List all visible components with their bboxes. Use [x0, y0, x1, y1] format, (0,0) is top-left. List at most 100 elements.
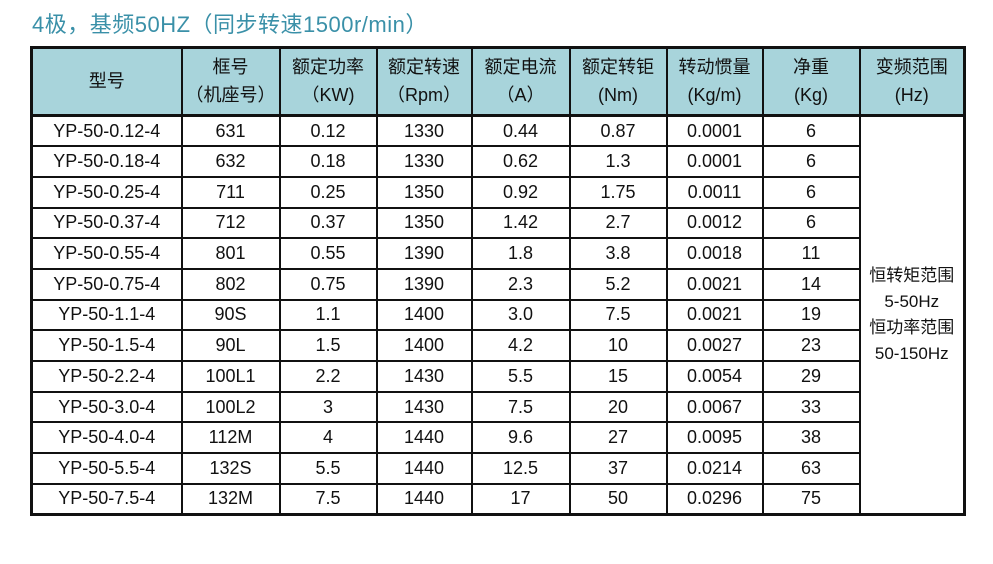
header-line1: 额定功率 [292, 56, 364, 77]
cell-weight: 14 [761, 267, 861, 301]
header-cell-model: 型号 [30, 46, 183, 117]
cell-model: YP-50-7.5-4 [30, 482, 183, 516]
header-line1: 净重 [793, 56, 829, 77]
cell-current: 9.6 [470, 421, 571, 455]
cell-weight: 38 [761, 421, 861, 455]
cell-inertia: 0.0021 [665, 298, 764, 332]
cell-weight: 23 [761, 329, 861, 362]
cell-inertia: 0.0095 [665, 421, 764, 455]
cell-model: YP-50-0.25-4 [30, 175, 183, 209]
cell-current: 1.42 [470, 206, 571, 240]
cell-power: 4 [278, 421, 378, 455]
table-row: YP-50-0.12-4 631 0.12 1330 0.44 0.87 0.0001 6 恒转… [30, 114, 966, 516]
header-cell-speed: 额定转速 （Rpm） [375, 46, 473, 117]
header-cell-inertia: 转动惯量 (Kg/m) [665, 46, 764, 117]
header-line2: (Hz) [894, 84, 929, 105]
cell-torque: 20 [568, 390, 668, 424]
cell-torque: 3.8 [568, 237, 668, 270]
table-row: YP-50-7.5-4 132M 7.5 1440 17 50 0.0296 75 [30, 482, 965, 516]
table-row: YP-50-0.37-4 712 0.37 1350 1.42 2.7 0.0012 6 [30, 206, 965, 240]
cell-current: 3.0 [470, 298, 571, 332]
cell-speed: 1440 [375, 421, 473, 455]
cell-current: 0.44 [470, 114, 571, 148]
table-row: YP-50-5.5-4 132S 5.5 1440 12.5 37 0.0214 63 [30, 452, 965, 485]
freq-range-line: 恒功率范围 [869, 317, 955, 337]
cell-speed: 1330 [375, 145, 473, 178]
cell-inertia: 0.0296 [665, 482, 764, 516]
cell-inertia: 0.0214 [665, 452, 764, 485]
cell-model: YP-50-0.12-4 [30, 114, 183, 148]
cell-power: 0.55 [278, 237, 378, 270]
header-line2: （KW) [301, 84, 355, 105]
cell-frame: 90S [180, 298, 281, 332]
cell-weight: 6 [761, 145, 861, 178]
cell-frame: 132S [180, 452, 281, 485]
cell-model: YP-50-0.75-4 [30, 267, 183, 301]
header-row: 型号 框号 （机座号） 额定功率 （KW) 额定转速 （Rpm） 额定电流 （A） 额定转钜 (Nm… [30, 46, 966, 117]
header-line1: 型号 [88, 70, 125, 91]
freq-range-merged-cell: 恒转矩范围 5-50Hz 恒功率范围 50-150Hz [858, 114, 966, 516]
cell-speed: 1440 [375, 452, 473, 485]
motor-spec-table: 型号 框号 （机座号） 额定功率 （KW) 额定转速 （Rpm） 额定电流 （A） 额定转钜 (Nm… [30, 46, 966, 516]
freq-range-line: 50-150Hz [874, 343, 949, 363]
header-line2: (Kg) [793, 84, 828, 105]
page-title: 4极，基频50HZ（同步转速1500r/min） [32, 12, 428, 37]
cell-frame: 100L2 [180, 390, 281, 424]
cell-weight: 29 [761, 360, 861, 393]
header-line2: (Nm) [598, 84, 638, 105]
cell-frame: 711 [180, 175, 281, 209]
cell-current: 1.8 [470, 237, 571, 270]
cell-torque: 1.75 [568, 175, 668, 209]
cell-inertia: 0.0018 [665, 237, 764, 270]
header-cell-current: 额定电流 （A） [470, 46, 571, 117]
cell-frame: 801 [180, 237, 281, 270]
cell-power: 7.5 [278, 482, 378, 516]
cell-torque: 50 [568, 482, 668, 516]
table-row: YP-50-1.5-4 90L 1.5 1400 4.2 10 0.0027 23 [30, 329, 965, 362]
header-line1: 额定转钜 [582, 56, 654, 77]
cell-speed: 1330 [375, 114, 473, 148]
freq-range-line: 恒转矩范围 [869, 265, 955, 285]
header-line1: 框号 [212, 56, 249, 77]
header-line1: 变频范围 [875, 56, 948, 77]
cell-power: 0.37 [278, 206, 378, 240]
table-row: YP-50-1.1-4 90S 1.1 1400 3.0 7.5 0.0021 19 [30, 298, 965, 332]
table-row: YP-50-0.75-4 802 0.75 1390 2.3 5.2 0.0021 14 [30, 267, 965, 301]
cell-power: 2.2 [278, 360, 378, 393]
cell-power: 1.5 [278, 329, 378, 362]
cell-power: 0.12 [278, 114, 378, 148]
cell-inertia: 0.0054 [665, 360, 764, 393]
cell-frame: 132M [180, 482, 281, 516]
cell-model: YP-50-0.55-4 [30, 237, 183, 270]
cell-power: 0.75 [278, 267, 378, 301]
cell-speed: 1390 [375, 237, 473, 270]
cell-torque: 27 [568, 421, 668, 455]
cell-model: YP-50-1.5-4 [30, 329, 183, 362]
header-line2: (Kg/m) [687, 84, 742, 105]
cell-torque: 15 [568, 360, 668, 393]
cell-current: 4.2 [470, 329, 571, 362]
cell-weight: 75 [761, 482, 861, 516]
cell-current: 7.5 [470, 390, 571, 424]
header-cell-torque: 额定转钜 (Nm) [568, 46, 668, 117]
cell-speed: 1350 [375, 206, 473, 240]
cell-current: 17 [470, 482, 571, 516]
cell-weight: 6 [761, 175, 861, 209]
cell-torque: 2.7 [568, 206, 668, 240]
cell-speed: 1400 [375, 329, 473, 362]
header-line1: 转动惯量 [678, 56, 751, 77]
cell-model: YP-50-3.0-4 [30, 390, 183, 424]
cell-speed: 1430 [375, 390, 473, 424]
cell-current: 2.3 [470, 267, 571, 301]
cell-current: 12.5 [470, 452, 571, 485]
table-row: YP-50-0.25-4 711 0.25 1350 0.92 1.75 0.0011 6 [30, 175, 965, 209]
cell-frame: 712 [180, 206, 281, 240]
cell-frame: 802 [180, 267, 281, 301]
cell-current: 0.62 [470, 145, 571, 178]
table-row: YP-50-0.55-4 801 0.55 1390 1.8 3.8 0.0018 11 [30, 237, 965, 270]
cell-power: 1.1 [278, 298, 378, 332]
header-cell-power: 额定功率 （KW) [278, 46, 378, 117]
page-container: 4极，基频50HZ（同步转速1500r/min） 型号 框号 （机座号） 额定功率 （K… [30, 12, 966, 516]
cell-weight: 6 [761, 206, 861, 240]
cell-speed: 1350 [375, 175, 473, 209]
